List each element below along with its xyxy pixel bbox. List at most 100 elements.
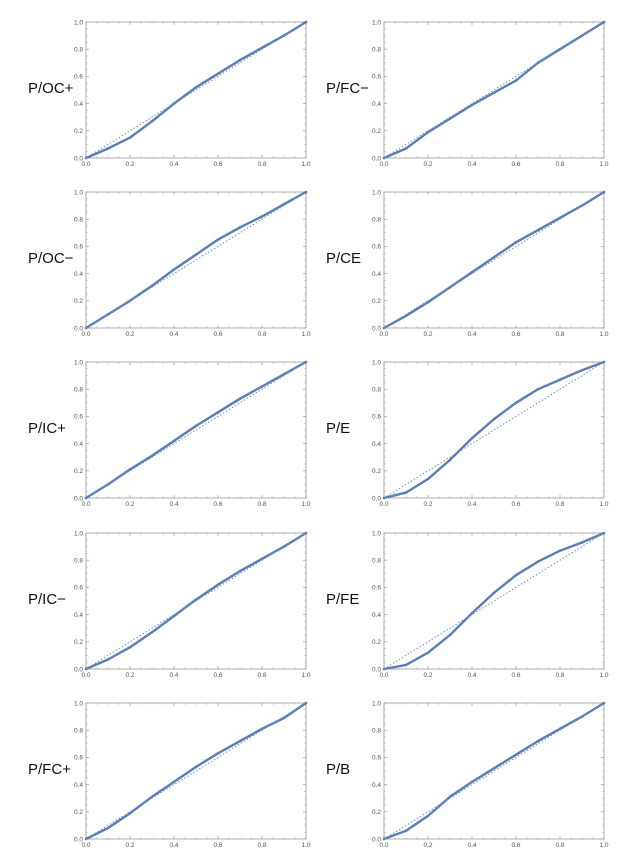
data-point bbox=[426, 814, 430, 818]
data-point bbox=[492, 766, 496, 770]
y-tick-label: 0.2 bbox=[74, 639, 83, 646]
data-point bbox=[150, 454, 154, 458]
data-point bbox=[404, 491, 408, 494]
data-point bbox=[404, 829, 408, 833]
x-tick-label: 0.6 bbox=[511, 842, 520, 849]
data-point bbox=[580, 541, 584, 544]
data-point bbox=[304, 701, 308, 705]
x-tick-label: 0.2 bbox=[125, 501, 134, 508]
x-tick-label: 0.6 bbox=[213, 331, 222, 338]
data-point bbox=[602, 701, 606, 705]
data-point bbox=[426, 651, 430, 654]
y-tick-label: 0.2 bbox=[372, 639, 381, 646]
y-tick-label: 0.4 bbox=[74, 271, 83, 278]
data-point bbox=[172, 439, 176, 443]
data-point bbox=[238, 58, 242, 62]
data-point bbox=[304, 531, 308, 535]
y-tick-label: 1.0 bbox=[372, 530, 381, 537]
panel-label: P/FC+ bbox=[28, 761, 71, 778]
data-point bbox=[282, 372, 286, 376]
x-tick-label: 1.0 bbox=[301, 672, 310, 679]
y-tick-label: 0.8 bbox=[372, 217, 381, 224]
data-point bbox=[194, 765, 198, 769]
chart-plot: 0.0 0.2 0.4 0.6 0.8 1.0 0.0 0.2 0.4 0.6 0.8 1.0 bbox=[74, 189, 311, 338]
data-point bbox=[492, 417, 496, 421]
x-tick-label: 0.6 bbox=[511, 161, 520, 168]
x-tick-label: 0.8 bbox=[257, 672, 266, 679]
y-tick-label: 0.6 bbox=[372, 244, 381, 251]
chart-plot: 0.0 0.2 0.4 0.6 0.8 1.0 0.0 0.2 0.4 0.6 0.8 1.0 bbox=[372, 530, 609, 679]
x-tick-label: 0.8 bbox=[555, 331, 564, 338]
x-tick-label: 1.0 bbox=[301, 842, 310, 849]
data-point bbox=[602, 190, 606, 194]
chart-plot: 0.0 0.2 0.4 0.6 0.8 1.0 0.0 0.2 0.4 0.6 0.8 1.0 bbox=[74, 700, 311, 849]
x-tick-label: 0.6 bbox=[213, 672, 222, 679]
y-tick-label: 0.8 bbox=[372, 47, 381, 54]
data-point bbox=[426, 477, 430, 481]
y-tick-label: 0.6 bbox=[74, 585, 83, 592]
chart-panel: P/OC− 0.0 0.2 0.4 0.6 0.8 1.0 0.0 0.2 0.4 0.6 0.8 1.… bbox=[0, 178, 312, 349]
x-tick-label: 1.0 bbox=[301, 331, 310, 338]
y-tick-label: 0.8 bbox=[74, 558, 83, 565]
data-point bbox=[602, 20, 606, 24]
data-point bbox=[216, 72, 220, 75]
data-point bbox=[150, 795, 154, 799]
y-tick-label: 0.2 bbox=[372, 468, 381, 475]
panel-label: P/OC+ bbox=[28, 80, 74, 97]
chart-panel: P/FC− 0.0 0.2 0.4 0.6 0.8 1.0 0.0 0.2 0.4 0.6 0.8 1.… bbox=[298, 8, 610, 179]
x-tick-label: 0.6 bbox=[511, 672, 520, 679]
data-point bbox=[238, 397, 242, 401]
panel-label: P/FE bbox=[326, 591, 360, 608]
data-point bbox=[304, 360, 308, 364]
y-tick-label: 0.4 bbox=[372, 612, 381, 619]
x-tick-label: 0.2 bbox=[423, 672, 432, 679]
x-tick-label: 0.2 bbox=[423, 842, 432, 849]
data-point bbox=[260, 215, 264, 218]
data-point bbox=[194, 424, 198, 428]
y-tick-label: 0.0 bbox=[372, 325, 381, 332]
y-tick-label: 0.4 bbox=[372, 441, 381, 448]
data-point bbox=[172, 268, 176, 271]
chart-panel: P/E 0.0 0.2 0.4 0.6 0.8 1.0 0.0 0.2 0.4 0.6 0.8 1.0 bbox=[298, 348, 610, 519]
y-tick-label: 0.2 bbox=[372, 809, 381, 816]
data-point bbox=[282, 202, 286, 206]
data-point bbox=[448, 458, 452, 462]
chart-panel: P/CE 0.0 0.2 0.4 0.6 0.8 1.0 0.0 0.2 0.4 0.6 0.8 1.0 bbox=[298, 178, 610, 349]
x-tick-label: 0.4 bbox=[169, 501, 178, 508]
panel-label: P/E bbox=[326, 420, 351, 437]
y-tick-label: 0.2 bbox=[74, 468, 83, 475]
y-tick-label: 0.2 bbox=[74, 809, 83, 816]
x-tick-label: 0.2 bbox=[125, 842, 134, 849]
x-tick-label: 0.6 bbox=[213, 501, 222, 508]
panel-label: P/OC− bbox=[28, 250, 74, 267]
panel-label: P/FC− bbox=[326, 80, 369, 97]
x-tick-label: 0.8 bbox=[555, 672, 564, 679]
chart-panel: P/IC+ 0.0 0.2 0.4 0.6 0.8 1.0 0.0 0.2 0.4 0.6 0.8 1.… bbox=[0, 348, 312, 519]
y-tick-label: 1.0 bbox=[372, 359, 381, 366]
y-tick-label: 0.0 bbox=[372, 836, 381, 843]
y-tick-label: 0.4 bbox=[74, 612, 83, 619]
data-point bbox=[172, 780, 176, 784]
data-point bbox=[448, 633, 452, 637]
y-tick-label: 0.6 bbox=[74, 755, 83, 762]
x-tick-label: 0.0 bbox=[379, 161, 388, 168]
data-point bbox=[150, 284, 154, 288]
x-tick-label: 0.6 bbox=[511, 501, 520, 508]
y-tick-label: 0.6 bbox=[372, 585, 381, 592]
series-line-reference bbox=[85, 361, 307, 499]
data-point bbox=[404, 147, 408, 150]
y-tick-label: 0.4 bbox=[74, 101, 83, 108]
y-tick-label: 0.4 bbox=[372, 271, 381, 278]
y-tick-label: 0.0 bbox=[372, 495, 381, 502]
y-tick-label: 0.2 bbox=[372, 128, 381, 135]
y-tick-label: 0.6 bbox=[372, 414, 381, 421]
data-point bbox=[448, 795, 452, 799]
y-tick-label: 0.0 bbox=[74, 155, 83, 162]
data-point bbox=[514, 753, 518, 756]
x-tick-label: 0.0 bbox=[81, 842, 90, 849]
data-point bbox=[128, 811, 132, 815]
data-point bbox=[404, 663, 408, 667]
chart-plot: 0.0 0.2 0.4 0.6 0.8 1.0 0.0 0.2 0.4 0.6 0.8 1.0 bbox=[372, 700, 609, 849]
panel-label: P/IC+ bbox=[28, 420, 66, 437]
